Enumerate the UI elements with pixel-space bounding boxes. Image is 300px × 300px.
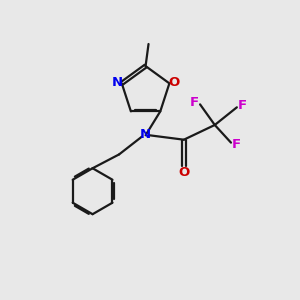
Text: F: F (238, 99, 247, 112)
Text: F: F (190, 96, 199, 110)
Text: F: F (232, 138, 241, 151)
Text: O: O (178, 166, 190, 178)
Text: O: O (169, 76, 180, 89)
Text: N: N (140, 128, 151, 141)
Text: N: N (112, 76, 123, 89)
